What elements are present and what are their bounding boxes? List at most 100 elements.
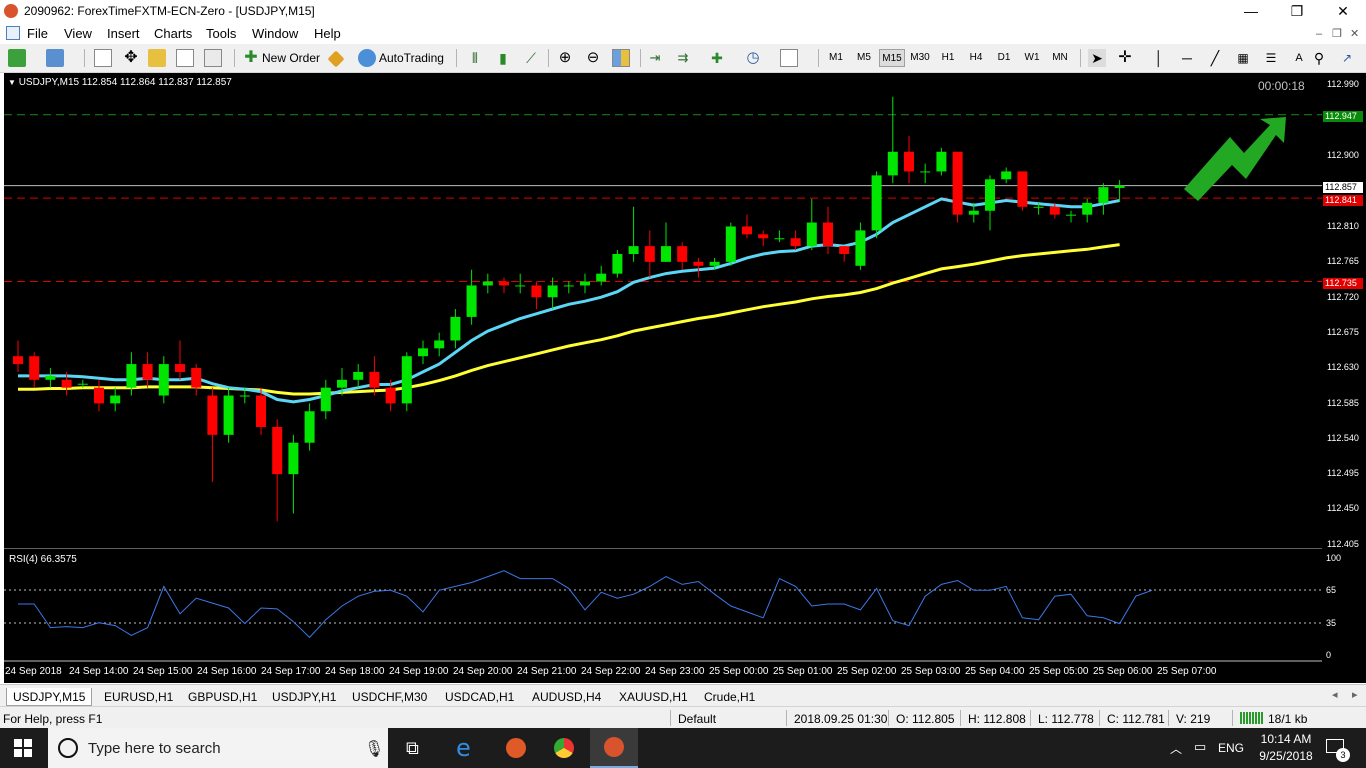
- vertical-line-icon[interactable]: │: [1154, 50, 1164, 66]
- timeframe-h1[interactable]: H1: [941, 52, 955, 63]
- strategy-tester-icon[interactable]: [204, 49, 222, 67]
- rsi-indicator-panel[interactable]: [4, 550, 1322, 662]
- edge-browser-icon[interactable]: e: [456, 734, 471, 762]
- time-axis[interactable]: [4, 662, 1366, 683]
- timeframe-d1[interactable]: D1: [997, 52, 1011, 63]
- clock-date[interactable]: 9/25/2018: [1259, 749, 1313, 763]
- red-line-price-tag: 112.735: [1323, 278, 1363, 289]
- network-icon[interactable]: ▭: [1194, 739, 1207, 754]
- fibonacci-icon[interactable]: ☰: [1265, 51, 1277, 65]
- crosshair-icon[interactable]: ✛: [1118, 49, 1132, 66]
- candle-body: [191, 368, 202, 388]
- tray-overflow-icon[interactable]: ︿: [1170, 742, 1183, 756]
- mdi-minimize-icon[interactable]: –: [1316, 28, 1323, 40]
- chrome-icon[interactable]: [554, 738, 574, 758]
- bar-low: L: 112.778: [1038, 712, 1094, 726]
- zoom-in-icon[interactable]: ⊕: [558, 49, 572, 66]
- tab-audusd-h4[interactable]: AUDUSD,H4: [532, 690, 602, 704]
- auto-scroll-icon[interactable]: ⇉: [677, 50, 689, 65]
- menu-window[interactable]: Window: [252, 26, 299, 41]
- channel-icon[interactable]: ▦: [1237, 51, 1249, 65]
- timeframe-h4[interactable]: H4: [969, 52, 983, 63]
- tab-xauusd-h1[interactable]: XAUUSD,H1: [619, 690, 688, 704]
- indicators-icon[interactable]: ✚: [711, 50, 723, 66]
- candle-body: [1033, 206, 1044, 208]
- metaeditor-icon[interactable]: [327, 50, 345, 68]
- action-center-icon[interactable]: [1326, 739, 1344, 753]
- menu-help[interactable]: Help: [314, 26, 341, 41]
- zoom-out-icon[interactable]: ⊖: [586, 49, 600, 66]
- tab-crude-h1[interactable]: Crude,H1: [704, 690, 756, 704]
- candle-body: [1114, 185, 1125, 188]
- menu-charts[interactable]: Charts: [154, 26, 193, 41]
- tab-usdjpy-m15[interactable]: USDJPY,M15: [6, 688, 93, 706]
- terminal-icon[interactable]: [176, 49, 194, 67]
- line-chart-icon[interactable]: ⟋: [526, 50, 536, 66]
- language-indicator[interactable]: ENG: [1218, 741, 1245, 755]
- timeframe-m30[interactable]: M30: [910, 52, 930, 63]
- clock-time[interactable]: 10:14 AM: [1260, 732, 1312, 746]
- bid-price-tag: 112.857: [1323, 182, 1363, 193]
- time-axis-label: 24 Sep 23:00: [645, 666, 705, 677]
- windows-start-icon[interactable]: [14, 739, 32, 757]
- tab-eurusd-h1[interactable]: EURUSD,H1: [104, 690, 174, 704]
- navigator-icon[interactable]: ✥: [124, 49, 138, 66]
- tab-usdchf-m30[interactable]: USDCHF,M30: [352, 690, 428, 704]
- mdi-restore-icon[interactable]: ❐: [1332, 28, 1342, 40]
- main-price-chart[interactable]: [4, 73, 1322, 549]
- candle-body: [434, 340, 445, 349]
- menu-view[interactable]: View: [64, 26, 92, 41]
- timeframe-mn[interactable]: MN: [1052, 52, 1068, 63]
- new-order-button[interactable]: New Order: [262, 51, 321, 65]
- candle-body: [985, 179, 995, 211]
- market-watch-icon[interactable]: [94, 49, 112, 67]
- maximize-button[interactable]: ❐: [1290, 3, 1304, 19]
- timeframe-w1[interactable]: W1: [1024, 52, 1040, 63]
- cursor-icon[interactable]: ➤: [1088, 49, 1106, 67]
- firefox-icon[interactable]: [506, 738, 526, 758]
- candle-body: [369, 371, 380, 388]
- tab-usdcad-h1[interactable]: USDCAD,H1: [445, 690, 515, 704]
- close-button[interactable]: ✕: [1337, 3, 1349, 19]
- search-icon[interactable]: ⚲: [1313, 50, 1325, 66]
- menu-file[interactable]: File: [27, 26, 48, 41]
- metatrader-taskbar-button[interactable]: [590, 728, 638, 768]
- time-axis-label: 25 Sep 06:00: [1093, 666, 1153, 677]
- timeframe-m15[interactable]: M15: [879, 49, 905, 67]
- tab-scroll-right-icon[interactable]: ▸: [1352, 689, 1358, 701]
- chart-symbol-header: ▼ USDJPY,M15 112.854 112.864 112.837 112…: [8, 77, 232, 88]
- timeframe-m1[interactable]: M1: [829, 52, 843, 63]
- candle-body: [1066, 214, 1076, 216]
- taskbar-search-box[interactable]: [48, 728, 388, 768]
- horizontal-line-icon[interactable]: ─: [1182, 50, 1192, 66]
- connection-status-icon[interactable]: [1240, 712, 1264, 724]
- tab-usdjpy-h1[interactable]: USDJPY,H1: [272, 690, 337, 704]
- bar-chart-icon[interactable]: ⫴: [472, 50, 478, 66]
- candle-body: [110, 395, 121, 404]
- candle-body: [158, 364, 169, 396]
- chart-shift-icon[interactable]: ⇥: [649, 50, 661, 65]
- candle-body: [839, 246, 850, 254]
- arrows-icon[interactable]: ↗: [1341, 51, 1353, 65]
- menu-insert[interactable]: Insert: [107, 26, 140, 41]
- timeframe-m5[interactable]: M5: [857, 52, 871, 63]
- collapse-arrow-icon[interactable]: ▼: [8, 78, 16, 87]
- trendline-icon[interactable]: ╱: [1210, 50, 1220, 66]
- tile-windows-icon[interactable]: [612, 49, 630, 67]
- tab-gbpusd-h1[interactable]: GBPUSD,H1: [188, 690, 258, 704]
- autotrading-button[interactable]: AutoTrading: [379, 51, 444, 65]
- new-chart-icon[interactable]: [8, 49, 26, 67]
- menu-tools[interactable]: Tools: [206, 26, 237, 41]
- task-view-icon[interactable]: ⧉: [406, 738, 419, 758]
- data-window-icon[interactable]: [148, 49, 166, 67]
- candlestick-icon[interactable]: ▮: [499, 50, 507, 66]
- tab-scroll-left-icon[interactable]: ◂: [1332, 689, 1338, 701]
- text-label-icon[interactable]: A: [1295, 52, 1303, 64]
- minimize-button[interactable]: —: [1244, 3, 1258, 19]
- price-axis[interactable]: [1322, 73, 1366, 549]
- mdi-close-icon[interactable]: ✕: [1350, 28, 1360, 40]
- periods-icon[interactable]: ◷: [746, 49, 760, 66]
- templates-icon[interactable]: [780, 49, 798, 67]
- profiles-icon[interactable]: [46, 49, 64, 67]
- microphone-icon[interactable]: 🎙: [364, 741, 385, 758]
